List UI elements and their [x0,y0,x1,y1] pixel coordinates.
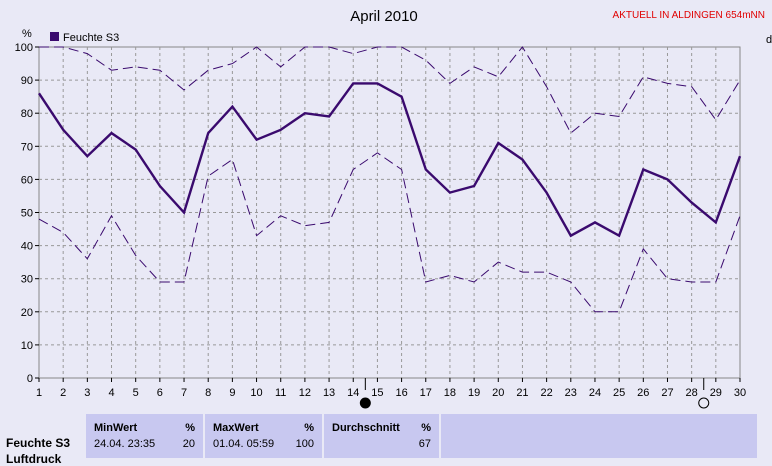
full-moon-icon [359,397,371,409]
stats-min-cell: MinWert % 24.04. 23:35 20 [86,414,205,458]
legend-swatch [50,32,59,41]
avg-unit: % [421,422,431,434]
y-tick-label: 60 [21,174,33,186]
y-tick-label: 90 [21,75,33,87]
avg-value: 67 [418,438,431,450]
chart-title: April 2010 [350,8,418,25]
x-tick-label: 24 [589,387,601,399]
x-tick-label: 20 [492,387,504,399]
max-unit: % [304,422,314,434]
x-tick-label: 25 [613,387,625,399]
x-tick-label: 30 [734,387,746,399]
stats-row-label: Feuchte S3 [6,436,71,450]
x-tick-label: 14 [347,387,359,399]
stats-max-cell: MaxWert % 01.04. 05:59 100 [205,414,324,458]
x-tick-label: 8 [205,387,211,399]
y-axis: 0 10 20 30 40 50 60 70 80 90 100 [15,42,39,385]
y-tick-label: 70 [21,141,33,153]
right-edge-label: d [766,34,772,46]
x-tick-label: 13 [323,387,335,399]
new-moon-icon [698,397,710,409]
x-tick-label: 21 [516,387,528,399]
x-tick-label: 26 [637,387,649,399]
y-tick-label: 30 [21,274,33,286]
x-tick-label: 28 [686,387,698,399]
stats-empty-cell [441,414,759,458]
min-value: 20 [182,438,195,450]
x-tick-label: 2 [60,387,66,399]
x-tick-label: 1 [36,387,42,399]
y-tick-label: 0 [27,373,33,385]
series-line-mean [37,82,742,238]
x-tick-label: 9 [229,387,235,399]
stats-panel: Feuchte S3 Luftdruck MinWert % 24.04. 23… [0,414,772,466]
x-tick-label: 16 [395,387,407,399]
legend-label: Feuchte S3 [63,32,119,44]
humidity-chart: April 2010 AKTUELL IN ALDINGEN 654mNN d … [15,8,772,409]
min-header: MinWert [94,422,138,434]
moon-markers [359,378,710,409]
x-tick-label: 7 [181,387,187,399]
y-tick-label: 50 [21,208,33,220]
x-tick-label: 3 [84,387,90,399]
x-tick-label: 6 [157,387,163,399]
x-tick-label: 18 [444,387,456,399]
y-axis-unit: % [22,28,32,40]
x-tick-label: 15 [371,387,383,399]
x-tick-label: 22 [540,387,552,399]
y-tick-label: 10 [21,340,33,352]
max-header: MaxWert [213,422,259,434]
stats-avg-cell: Durchschnitt % 67 [324,414,441,458]
legend: Feuchte S3 [50,32,119,44]
max-time: 01.04. 05:59 [213,438,275,450]
min-unit: % [185,422,195,434]
x-tick-label: 5 [133,387,139,399]
x-tick-label: 19 [468,387,480,399]
y-tick-label: 80 [21,108,33,120]
x-tick-label: 4 [108,387,114,399]
series-line-min [38,152,741,313]
x-tick-label: 23 [565,387,577,399]
stats-row-label-2: Luftdruck [6,452,62,466]
series-line-max [39,46,741,134]
y-tick-label: 100 [15,42,33,54]
x-tick-label: 29 [710,387,722,399]
y-tick-label: 40 [21,241,33,253]
y-tick-label: 20 [21,307,33,319]
max-value: 100 [295,438,314,450]
x-tick-label: 10 [250,387,262,399]
x-tick-label: 11 [275,387,286,399]
x-axis: 1 2 3 4 5 6 7 8 9 10 11 12 13 14 15 16 17 18 19 20 21 22 23 24 2… [36,378,746,399]
stats-label-cell: Feuchte S3 Luftdruck [0,414,86,466]
series-lines [37,46,742,313]
grid [39,47,740,378]
x-tick-label: 27 [661,387,673,399]
station-label: AKTUELL IN ALDINGEN 654mNN [613,10,765,21]
min-time: 24.04. 23:35 [94,438,156,450]
x-tick-label: 12 [299,387,311,399]
x-tick-label: 17 [420,387,432,399]
avg-header: Durchschnitt [332,422,400,434]
